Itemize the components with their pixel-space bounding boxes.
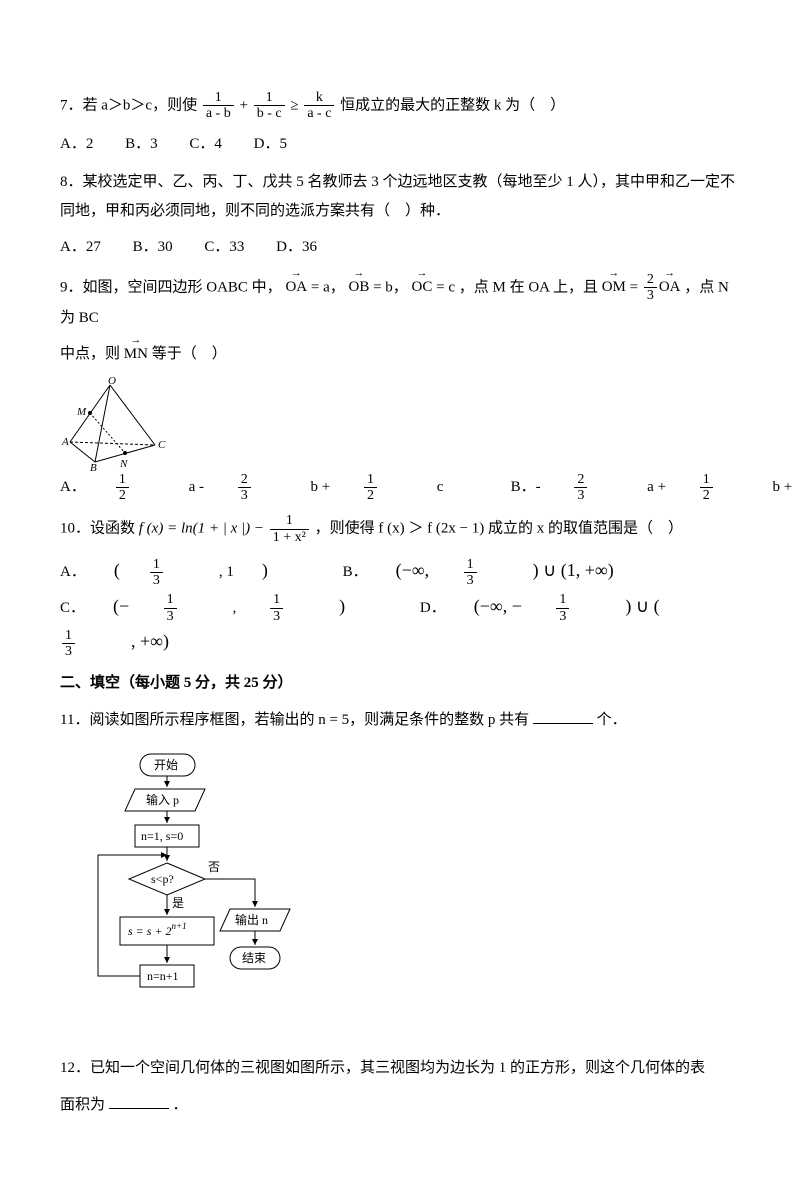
flow-exp: n+1	[172, 921, 187, 931]
question-12: 12．已知一个空间几何体的三视图如图所示，其三视图均为边长为 1 的正方形，则这…	[60, 1054, 740, 1083]
flow-end: 结束	[242, 951, 266, 965]
q9-frac-om: 23	[644, 272, 657, 304]
question-8: 8．某校选定甲、乙、丙、丁、戊共 5 名教师去 3 个边远地区支教（每地至少 1…	[60, 168, 740, 225]
vec-mn: MN	[124, 340, 148, 369]
q7-opt-c: C．4	[189, 136, 222, 152]
q7-opt-a: A．2	[60, 136, 93, 152]
q8-options: A．27 B．30 C．33 D．36	[60, 233, 740, 262]
flow-input: 输入 p	[146, 792, 179, 807]
lbl-n: N	[119, 458, 128, 470]
q7-frac1: 1a - b	[203, 90, 234, 122]
q10-options: A．(13, 1) B．(−∞, 13) ∪ (1, +∞) C．(− 13, …	[60, 553, 740, 659]
q9-line2: 中点，则 MN 等于（ ）	[60, 340, 740, 369]
q12-stem-b: 面积为	[60, 1097, 105, 1113]
q8-opt-c: C．33	[204, 239, 244, 255]
q10-stem-b: ，则使得 f (x) ＞ f (2x − 1) 成立的 x 的取值范围是（ ）	[315, 521, 683, 537]
flow-no: 否	[208, 860, 220, 874]
q12-blank	[109, 1093, 169, 1109]
q11-stem-a: 11．阅读如图所示程序框图，若输出的 n = 5，则满足条件的整数 p 共有	[60, 712, 529, 728]
q9-options: A．12 a - 23 b + 12 c B．- 23 a + 12 b + 1…	[60, 472, 740, 504]
vec-oa: OA	[285, 273, 307, 302]
q8-opt-a: A．27	[60, 239, 101, 255]
q12-line2: 面积为 ．	[60, 1091, 740, 1120]
vec-om: OM	[602, 273, 626, 302]
q7-opt-d: D．5	[254, 136, 287, 152]
q8-opt-b: B．30	[133, 239, 173, 255]
q11-blank	[533, 708, 593, 724]
question-9: 9．如图，空间四边形 OABC 中， OA = a， OB = b， OC = …	[60, 272, 740, 332]
q7-stem-mid: 恒成立的最大的正整数 k 为（ ）	[340, 97, 565, 113]
q7-stem-pre: 7．若 a＞b＞c，则使	[60, 97, 197, 113]
q7-frac3: ka - c	[304, 90, 334, 122]
q7-frac2: 1b - c	[254, 90, 285, 122]
q7-options: A．2 B．3 C．4 D．5	[60, 130, 740, 159]
q10-opt-b: B．(−∞, 13) ∪ (1, +∞)	[343, 564, 642, 580]
q10-fx: f (x) = ln(1 + | x |) −	[139, 521, 268, 537]
flow-cond: s<p?	[151, 872, 174, 886]
q12-stem-c: ．	[173, 1097, 188, 1113]
q9-diagram: O A B C M N	[60, 377, 740, 472]
question-10: 10．设函数 f (x) = ln(1 + | x |) − 11 + x² ，…	[60, 513, 740, 545]
q9-stem-e: 等于（ ）	[152, 346, 227, 362]
vec-ob: OB	[348, 273, 369, 302]
flow-assign-s: s = s + 2	[128, 924, 172, 938]
q9-stem-b: ，点 M 在 OA 上，且	[459, 279, 602, 295]
lbl-m: M	[76, 406, 87, 418]
flow-yes: 是	[172, 896, 184, 910]
question-7: 7．若 a＞b＞c，则使 1a - b + 1b - c ≥ ka - c 恒成…	[60, 90, 740, 122]
flow-start: 开始	[154, 758, 178, 772]
flow-assign-n: n=n+1	[147, 969, 179, 983]
ge-text: ≥	[290, 97, 302, 113]
q10-opt-a: A．(13, 1)	[60, 564, 296, 580]
q10-frac: 11 + x²	[270, 513, 309, 545]
q11-flowchart: 开始 输入 p n=1, s=0 s<p? 否 是 s = s + 2n+1 n…	[80, 749, 740, 1029]
q10-stem-a: 10．设函数	[60, 521, 139, 537]
lbl-b: B	[90, 462, 97, 472]
plus-text: +	[239, 97, 251, 113]
q7-opt-b: B．3	[125, 136, 158, 152]
lbl-c: C	[158, 439, 166, 451]
vec-oa2: OA	[659, 273, 681, 302]
q8-opt-d: D．36	[276, 239, 317, 255]
flow-init: n=1, s=0	[141, 829, 183, 843]
q11-stem-b: 个．	[597, 712, 627, 728]
lbl-a: A	[61, 436, 69, 448]
q8-stem: 8．某校选定甲、乙、丙、丁、戊共 5 名教师去 3 个边远地区支教（每地至少 1…	[60, 174, 735, 219]
flow-output: 输出 n	[235, 912, 268, 927]
q12-stem-a: 12．已知一个空间几何体的三视图如图所示，其三视图均为边长为 1 的正方形，则这…	[60, 1060, 705, 1076]
q9-stem-a: 9．如图，空间四边形 OABC 中，	[60, 279, 282, 295]
question-11: 11．阅读如图所示程序框图，若输出的 n = 5，则满足条件的整数 p 共有 个…	[60, 706, 740, 735]
lbl-o: O	[108, 377, 116, 387]
q9-opt-b: B．- 23 a + 12 b + 12 c	[511, 479, 800, 495]
q10-opt-c: C．(− 13, 13)	[60, 600, 373, 616]
q9-opt-a: A．12 a - 23 b + 12 c	[60, 479, 471, 495]
q9-stem-d: 中点，则	[60, 346, 124, 362]
section-2-title: 二、填空（每小题 5 分，共 25 分）	[60, 669, 740, 698]
vec-oc: OC	[412, 273, 433, 302]
